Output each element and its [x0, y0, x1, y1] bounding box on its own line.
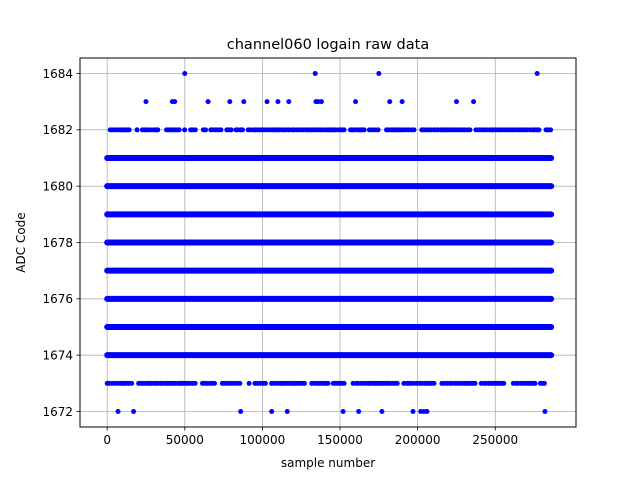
sparse-level-point — [325, 380, 331, 386]
outlier-point — [143, 99, 149, 105]
outlier-point — [340, 409, 346, 415]
sparse-level-point — [155, 127, 161, 133]
sparse-level-point — [548, 127, 554, 133]
sparse-level-point — [240, 127, 245, 133]
outlier-point — [410, 409, 416, 415]
outlier-point — [379, 409, 385, 415]
outlier-point — [275, 99, 281, 105]
sparse-level-point — [203, 127, 209, 133]
outlier-point — [205, 99, 211, 105]
sparse-level-point — [246, 380, 252, 386]
x-tick-label: 50000 — [166, 433, 204, 447]
sparse-level-point — [237, 380, 243, 386]
sparse-level-point — [129, 380, 135, 386]
x-tick-label: 200000 — [395, 433, 441, 447]
x-tick-label: 150000 — [317, 433, 363, 447]
y-tick-label: 1684 — [42, 67, 73, 81]
x-tick-label: 250000 — [472, 433, 518, 447]
outlier-point — [353, 99, 359, 105]
sparse-level-point — [411, 127, 417, 133]
sparse-level-point — [182, 127, 188, 133]
outlier-point — [238, 409, 244, 415]
outlier-point — [399, 99, 405, 105]
outlier-point — [356, 409, 362, 415]
outlier-point — [115, 409, 121, 415]
outlier-point — [534, 70, 540, 76]
scatter-points — [104, 70, 555, 415]
outlier-point — [312, 70, 318, 76]
sparse-level-point — [262, 380, 268, 386]
sparse-level-point — [541, 380, 547, 386]
outlier-point — [284, 409, 290, 415]
y-tick-label: 1682 — [42, 123, 73, 137]
outlier-point — [269, 409, 275, 415]
sparse-level-point — [341, 127, 347, 133]
y-axis-label: ADC Code — [14, 212, 28, 272]
sparse-level-point — [431, 380, 437, 386]
outlier-point — [471, 99, 477, 105]
outlier-point — [172, 99, 178, 105]
outlier-point — [227, 99, 233, 105]
outlier-point — [453, 99, 459, 105]
outlier-point — [264, 99, 270, 105]
sparse-level-point — [467, 127, 473, 133]
sparse-level-point — [134, 127, 140, 133]
sparse-level-point — [341, 380, 347, 386]
sparse-level-point — [228, 127, 234, 133]
outlier-point — [387, 99, 393, 105]
sparse-level-point — [301, 380, 307, 386]
x-tick-label: 100000 — [240, 433, 286, 447]
sparse-level-point — [536, 127, 542, 133]
axis-ticks: 0 50000 100000 150000 200000 250000 1672 1674 16… — [42, 67, 518, 447]
y-tick-label: 1680 — [42, 179, 73, 193]
x-tick-label: 0 — [103, 433, 111, 447]
sparse-level-point — [375, 127, 381, 133]
sparse-level-point — [218, 127, 224, 133]
sparse-level-point — [192, 127, 198, 133]
sparse-level-point — [192, 380, 198, 386]
outlier-point — [241, 99, 247, 105]
outlier-point — [376, 70, 382, 76]
outlier-point — [542, 409, 548, 415]
outlier-point — [424, 409, 430, 415]
sparse-level-point — [501, 380, 507, 386]
x-axis-label: sample number — [281, 456, 375, 470]
chart-title: channel060 logain raw data — [227, 37, 429, 53]
outlier-point — [286, 99, 292, 105]
y-tick-label: 1676 — [42, 292, 73, 306]
sparse-level-point — [361, 127, 367, 133]
y-tick-label: 1674 — [42, 348, 73, 362]
sparse-level-point — [176, 127, 182, 133]
outlier-point — [318, 99, 324, 105]
sparse-level-point — [126, 127, 132, 133]
sparse-level-point — [472, 380, 478, 386]
sparse-level-point — [394, 380, 400, 386]
y-tick-label: 1678 — [42, 236, 73, 250]
outlier-point — [182, 70, 188, 76]
sparse-level-point — [532, 380, 538, 386]
sparse-level-point — [212, 380, 218, 386]
outlier-point — [131, 409, 137, 415]
y-tick-label: 1672 — [42, 405, 73, 419]
